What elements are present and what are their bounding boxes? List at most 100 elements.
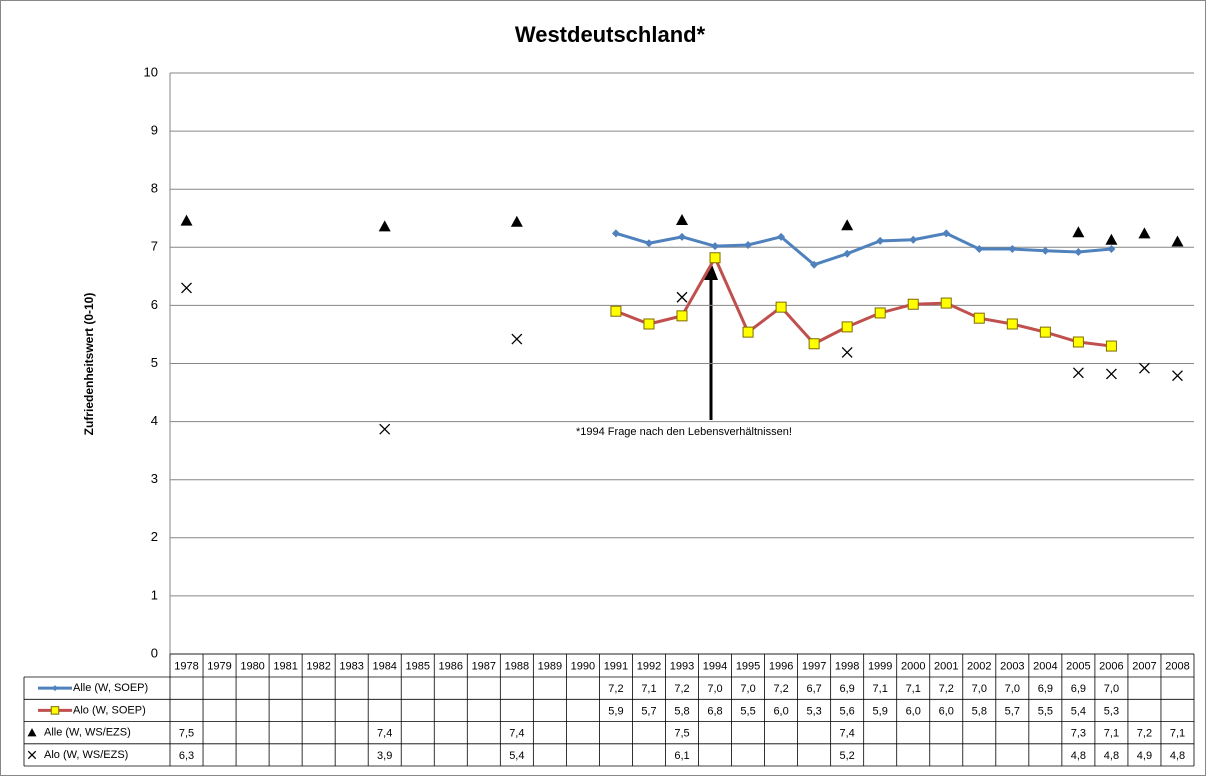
marker	[841, 321, 853, 333]
table-value: 5,7	[641, 705, 656, 717]
x-tick-label: 1979	[207, 660, 231, 672]
marker	[909, 235, 918, 244]
marker	[1138, 362, 1150, 374]
table-value: 5,9	[608, 705, 623, 717]
table-value: 7,1	[906, 683, 921, 695]
x-tick-label: 1981	[273, 660, 297, 672]
table-value: 5,7	[1005, 705, 1020, 717]
table-value: 7,1	[1170, 728, 1185, 740]
table-value: 5,5	[740, 705, 755, 717]
table-value: 3,9	[377, 750, 392, 762]
x-tick-label: 1993	[670, 660, 694, 672]
y-tick-label: 10	[144, 64, 158, 79]
marker	[777, 232, 786, 241]
table-value: 5,5	[1038, 705, 1053, 717]
annotation-arrowhead	[704, 262, 718, 280]
x-tick-label: 1978	[174, 660, 198, 672]
table-value: 5,3	[806, 705, 821, 717]
table-value: 6,9	[1071, 683, 1086, 695]
y-tick-label: 7	[151, 239, 158, 254]
x-tick-label: 2003	[1000, 660, 1024, 672]
table-value: 5,3	[1104, 705, 1119, 717]
marker	[181, 282, 192, 294]
marker	[907, 298, 919, 310]
legend-label: Alo (W, SOEP)	[73, 704, 146, 716]
table-value: 7,0	[1104, 683, 1119, 695]
table-value: 5,2	[840, 750, 855, 762]
marker	[1105, 368, 1117, 380]
table-value: 7,1	[641, 683, 656, 695]
marker	[1138, 227, 1151, 239]
marker	[808, 338, 820, 350]
marker	[676, 310, 688, 322]
series-line	[615, 231, 1112, 267]
x-tick-label: 1997	[802, 660, 826, 672]
marker	[1072, 226, 1085, 238]
x-tick-label: 1986	[439, 660, 463, 672]
x-tick-label: 1992	[637, 660, 661, 672]
x-tick-label: 2000	[901, 660, 925, 672]
x-tick-label: 1987	[472, 660, 496, 672]
x-tick-label: 1990	[571, 660, 595, 672]
marker	[940, 297, 952, 309]
table-value: 7,0	[707, 683, 722, 695]
table-value: 7,0	[1005, 683, 1020, 695]
table-value: 4,8	[1071, 750, 1086, 762]
x-tick-label: 1998	[835, 660, 859, 672]
marker	[510, 215, 523, 227]
y-tick-label: 1	[151, 587, 158, 602]
marker	[810, 260, 819, 269]
marker	[742, 326, 754, 338]
marker	[1072, 367, 1084, 379]
marker	[975, 245, 984, 254]
x-tick-label: 1994	[703, 660, 727, 672]
table-value: 7,4	[377, 728, 392, 740]
table-value: 7,1	[1104, 728, 1119, 740]
marker	[610, 305, 622, 317]
table-value: 7,1	[873, 683, 888, 695]
marker	[1006, 318, 1018, 330]
marker	[379, 423, 391, 435]
legend-label: Alle (W, SOEP)	[73, 682, 148, 694]
marker	[1039, 326, 1051, 338]
table-value: 4,8	[1104, 750, 1119, 762]
marker	[841, 219, 854, 231]
marker	[1041, 246, 1050, 255]
x-tick-label: 2002	[967, 660, 991, 672]
marker	[611, 229, 620, 238]
x-tick-label: 1984	[372, 660, 396, 672]
table-value: 6,0	[939, 705, 954, 717]
y-tick-label: 8	[151, 181, 158, 196]
y-tick-label: 6	[151, 297, 158, 312]
y-tick-label: 3	[151, 471, 158, 486]
x-tick-label: 1983	[339, 660, 363, 672]
table-value: 4,9	[1137, 750, 1152, 762]
marker	[874, 307, 886, 319]
marker	[744, 240, 753, 249]
y-axis-label: Zufriedenheitswert (0-10)	[82, 293, 96, 436]
x-tick-label: 2004	[1033, 660, 1057, 672]
x-tick-label: 1982	[306, 660, 330, 672]
legend-label: Alo (W, WS/EZS)	[44, 749, 128, 761]
x-tick-label: 2005	[1066, 660, 1090, 672]
table-value: 7,0	[740, 683, 755, 695]
x-tick-label: 1985	[405, 660, 429, 672]
marker	[52, 685, 58, 692]
table-value: 6,9	[840, 683, 855, 695]
marker	[180, 214, 193, 226]
x-tick-label: 1999	[868, 660, 892, 672]
marker	[644, 239, 653, 248]
marker	[1074, 247, 1083, 256]
marker	[511, 333, 523, 345]
marker	[973, 312, 985, 324]
marker	[1105, 233, 1118, 245]
table-value: 7,3	[1071, 728, 1086, 740]
table-value: 7,2	[773, 683, 788, 695]
x-tick-label: 1988	[505, 660, 529, 672]
marker	[676, 291, 688, 303]
y-tick-label: 9	[151, 123, 158, 138]
marker	[27, 728, 37, 737]
table-value: 5,8	[972, 705, 987, 717]
